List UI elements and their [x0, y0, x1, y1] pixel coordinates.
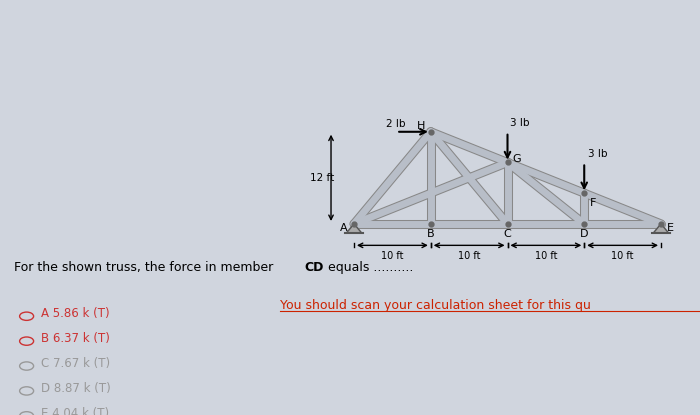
Text: G: G: [512, 154, 521, 164]
Text: 2 lb: 2 lb: [386, 120, 406, 129]
Text: D 8.87 k (T): D 8.87 k (T): [41, 382, 111, 395]
Text: equals ..........: equals ..........: [324, 261, 414, 274]
Text: B 6.37 k (T): B 6.37 k (T): [41, 332, 109, 345]
Text: F: F: [590, 198, 596, 208]
Polygon shape: [653, 224, 668, 233]
Text: 12 ft: 12 ft: [309, 173, 334, 183]
Text: You should scan your calculation sheet for this qu: You should scan your calculation sheet f…: [280, 299, 591, 312]
Text: E: E: [666, 223, 673, 233]
Text: H: H: [417, 121, 426, 131]
Text: 10 ft: 10 ft: [611, 251, 634, 261]
Text: C: C: [503, 229, 512, 239]
Text: D: D: [580, 229, 589, 239]
Text: 10 ft: 10 ft: [458, 251, 480, 261]
Text: 3 lb: 3 lb: [588, 149, 608, 159]
Text: A 5.86 k (T): A 5.86 k (T): [41, 308, 109, 320]
Text: B: B: [427, 229, 435, 239]
Polygon shape: [346, 224, 362, 233]
Text: C 7.67 k (T): C 7.67 k (T): [41, 357, 110, 370]
Text: For the shown truss, the force in member: For the shown truss, the force in member: [14, 261, 277, 274]
Text: 10 ft: 10 ft: [535, 251, 557, 261]
Text: 10 ft: 10 ft: [382, 251, 404, 261]
Text: E 4.04 k (T): E 4.04 k (T): [41, 407, 108, 415]
Text: A: A: [340, 223, 348, 233]
Text: CD: CD: [304, 261, 324, 274]
Text: 3 lb: 3 lb: [510, 118, 529, 128]
